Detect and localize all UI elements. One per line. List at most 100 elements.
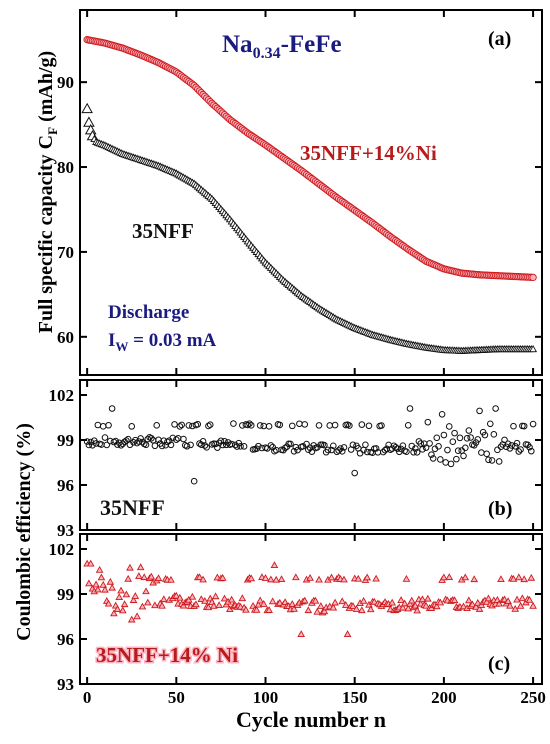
efficiency-point-35nff-ni: [220, 594, 229, 602]
efficiency-point-35nff: [510, 422, 517, 430]
efficiency-point-35nff: [281, 444, 289, 452]
panel-c-series: [83, 559, 537, 637]
efficiency-point-35nff-ni: [215, 601, 223, 609]
efficiency-point-35nff-ni: [113, 605, 122, 613]
efficiency-point-35nff-ni: [106, 577, 115, 585]
efficiency-point-35nff: [474, 436, 482, 443]
efficiency-point-35nff: [99, 423, 107, 430]
y-tick-label: 93: [57, 675, 74, 694]
efficiency-point-35nff: [410, 448, 417, 456]
efficiency-point-35nff-ni: [527, 573, 536, 581]
efficiency-point-35nff: [265, 423, 273, 430]
efficiency-point-35nff-ni: [440, 573, 448, 581]
efficiency-point-35nff-ni: [136, 563, 145, 571]
efficiency-point-35nff: [137, 435, 144, 442]
efficiency-point-35nff-ni: [518, 594, 527, 602]
efficiency-point-35nff: [256, 422, 264, 429]
efficiency-point-35nff-ni: [197, 595, 206, 603]
efficiency-point-35nff: [230, 420, 237, 427]
efficiency-point-35nff: [197, 441, 205, 448]
efficiency-point-35nff-ni: [124, 574, 132, 582]
efficiency-point-35nff: [501, 436, 508, 444]
efficiency-point-35nff-ni: [482, 597, 491, 605]
efficiency-point-35nff-ni: [140, 573, 149, 581]
efficiency-point-35nff-ni: [495, 599, 504, 607]
efficiency-point-35nff: [117, 441, 125, 449]
efficiency-point-35nff-ni: [358, 606, 366, 614]
y-tick-label: 96: [57, 476, 74, 495]
efficiency-point-35nff: [520, 422, 528, 430]
efficiency-point-35nff: [412, 445, 419, 452]
efficiency-point-35nff: [301, 421, 309, 428]
efficiency-point-35nff: [417, 440, 425, 447]
efficiency-point-35nff: [176, 423, 184, 430]
efficiency-point-35nff: [379, 448, 387, 456]
efficiency-point-35nff: [429, 455, 437, 462]
red-series-point: [529, 273, 537, 282]
panel-a-frame: [79, 9, 543, 376]
efficiency-point-35nff: [403, 448, 410, 456]
efficiency-point-35nff-ni: [320, 607, 329, 615]
efficiency-point-35nff: [515, 448, 523, 455]
efficiency-point-35nff-ni: [242, 605, 250, 613]
efficiency-point-35nff-ni: [397, 596, 405, 603]
efficiency-point-35nff-ni: [445, 573, 454, 581]
efficiency-point-35nff: [233, 443, 241, 450]
efficiency-point-35nff-ni: [468, 600, 477, 608]
efficiency-point-35nff: [449, 438, 457, 446]
efficiency-point-35nff-ni: [359, 596, 368, 604]
efficiency-point-35nff-ni: [209, 601, 218, 609]
efficiency-point-35nff: [103, 441, 111, 449]
efficiency-point-35nff: [433, 434, 441, 442]
efficiency-point-35nff: [419, 446, 426, 453]
efficiency-point-35nff-ni: [520, 575, 528, 583]
efficiency-point-35nff: [397, 445, 405, 453]
efficiency-point-35nff-ni: [484, 594, 493, 602]
efficiency-point-35nff: [171, 421, 178, 428]
y-axis-label-a: Full specific capacity CF (mAh/g): [35, 51, 60, 333]
efficiency-point-35nff-ni: [192, 600, 200, 608]
efficiency-point-35nff: [485, 456, 492, 464]
efficiency-point-35nff-ni: [304, 606, 313, 614]
efficiency-point-35nff: [288, 422, 296, 430]
efficiency-point-35nff: [247, 422, 255, 429]
y-tick-label: 70: [57, 243, 74, 262]
x-tick-label: 50: [168, 688, 185, 707]
efficiency-point-35nff: [413, 448, 421, 456]
efficiency-point-35nff-ni: [110, 609, 118, 617]
efficiency-point-35nff: [194, 420, 202, 428]
efficiency-point-35nff: [331, 421, 339, 429]
efficiency-point-35nff: [333, 448, 341, 456]
efficiency-point-35nff: [105, 421, 112, 429]
efficiency-point-35nff: [378, 422, 385, 429]
y-tick-label: 102: [49, 386, 75, 405]
efficiency-point-35nff-ni: [151, 601, 159, 609]
efficiency-point-35nff: [356, 449, 364, 457]
x-tick-label: 150: [342, 688, 368, 707]
label-black-series: 35NFF: [132, 219, 194, 243]
efficiency-point-35nff-ni: [227, 595, 236, 603]
efficiency-point-35nff-ni: [108, 583, 116, 591]
y-tick-label: 96: [57, 630, 74, 649]
efficiency-point-35nff-ni: [424, 594, 432, 602]
y-tick-label: 90: [57, 73, 74, 92]
panel-c-label: (c): [488, 653, 510, 675]
efficiency-point-35nff: [190, 477, 198, 485]
efficiency-point-35nff: [437, 456, 444, 463]
efficiency-point-35nff-ni: [372, 574, 380, 582]
y-tick-label: 102: [49, 540, 75, 559]
efficiency-point-35nff: [324, 446, 332, 454]
efficiency-point-35nff-ni: [354, 574, 363, 582]
efficiency-point-35nff-ni: [459, 602, 468, 610]
y-tick-label: 99: [57, 585, 74, 604]
efficiency-point-35nff-ni: [297, 630, 306, 637]
efficiency-point-35nff-ni: [529, 601, 537, 609]
efficiency-point-35nff-ni: [256, 596, 264, 604]
efficiency-point-35nff: [148, 434, 155, 442]
efficiency-point-35nff-ni: [290, 604, 298, 612]
efficiency-point-35nff-ni: [370, 597, 379, 605]
efficiency-point-35nff: [495, 458, 503, 465]
efficiency-point-35nff: [442, 459, 449, 466]
efficiency-point-35nff-ni: [461, 573, 470, 581]
efficiency-point-35nff: [362, 441, 369, 449]
